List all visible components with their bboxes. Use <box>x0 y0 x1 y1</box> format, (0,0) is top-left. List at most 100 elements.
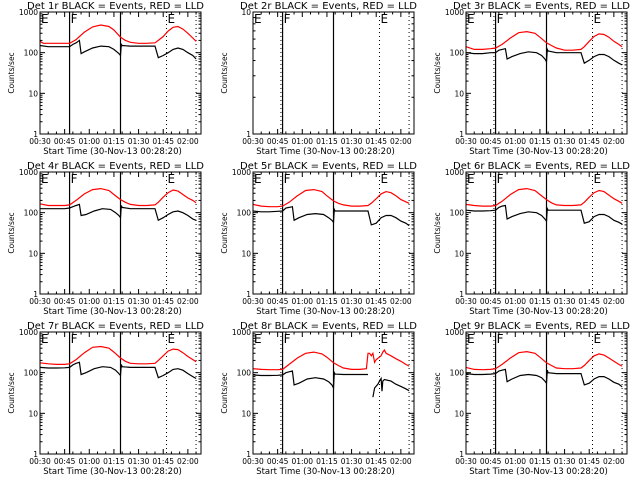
y-tick-label: 1 <box>33 450 38 459</box>
mode-marker-label: E <box>168 172 176 186</box>
plot-frame <box>252 171 415 295</box>
x-tick-label: 01:00 <box>78 297 100 306</box>
y-axis-label: Counts/sec <box>7 372 16 413</box>
y-tick-label: 100 <box>450 49 465 58</box>
series-events-line <box>372 376 410 398</box>
x-tick-label: 01:30 <box>128 137 150 146</box>
x-axis-label: Start Time (30-Nov-13 00:28:20) <box>256 147 395 157</box>
y-tick-label: 1 <box>246 130 251 139</box>
series-events-line <box>465 47 623 66</box>
x-tick-label: 01:00 <box>504 457 526 466</box>
y-tick-label: 1000 <box>232 168 251 177</box>
series-lld-line <box>252 348 410 371</box>
x-tick-label: 01:30 <box>128 297 150 306</box>
mode-marker-label: F <box>71 172 78 186</box>
mode-marker-label: E <box>41 332 49 346</box>
mode-marker-label: E <box>168 332 176 346</box>
x-tick-label: 01:00 <box>291 457 313 466</box>
x-tick-label: 00:45 <box>267 137 289 146</box>
mode-marker-label: F <box>71 12 78 26</box>
x-tick-label: 01:45 <box>578 137 600 146</box>
panel-title: Det 1r BLACK = Events, RED = LLD <box>27 1 204 12</box>
x-tick-label: 00:45 <box>54 297 76 306</box>
x-tick-label: 00:30 <box>242 137 264 146</box>
x-tick-label: 01:15 <box>529 297 551 306</box>
mode-marker-label: E <box>467 332 475 346</box>
x-tick-label: 00:30 <box>29 137 51 146</box>
mode-marker-label: E <box>41 12 49 26</box>
y-tick-label: 1000 <box>445 328 464 337</box>
y-axis-label: Counts/sec <box>433 212 442 253</box>
y-tick-label: 10 <box>454 89 464 98</box>
x-tick-label: 01:30 <box>554 137 576 146</box>
x-tick-label: 00:45 <box>480 297 502 306</box>
x-axis-label: Start Time (30-Nov-13 00:28:20) <box>43 467 182 477</box>
mode-marker-label: E <box>254 172 262 186</box>
mode-marker-label: E <box>168 12 176 26</box>
x-tick-label: 02:00 <box>177 297 199 306</box>
x-tick-label: 01:00 <box>78 137 100 146</box>
y-tick-label: 10 <box>28 89 38 98</box>
series-lld-line <box>465 30 623 51</box>
y-tick-label: 10 <box>241 409 251 418</box>
y-axis-label: Counts/sec <box>220 212 229 253</box>
mode-marker-label: F <box>497 12 504 26</box>
y-tick-label: 100 <box>450 369 465 378</box>
series-events-line <box>465 368 623 388</box>
x-axis-label: Start Time (30-Nov-13 00:28:20) <box>469 467 608 477</box>
panel-title: Det 9r BLACK = Events, RED = LLD <box>453 321 630 332</box>
y-tick-label: 1000 <box>19 8 38 17</box>
y-tick-label: 1000 <box>445 8 464 17</box>
x-axis-label: Start Time (30-Nov-13 00:28:20) <box>469 307 608 317</box>
panel-title: Det 3r BLACK = Events, RED = LLD <box>453 1 630 12</box>
y-axis-label: Counts/sec <box>220 372 229 413</box>
x-axis-label: Start Time (30-Nov-13 00:28:20) <box>43 147 182 157</box>
mode-marker-label: E <box>254 12 262 26</box>
x-tick-label: 01:30 <box>341 137 363 146</box>
x-tick-label: 01:00 <box>78 457 100 466</box>
y-tick-label: 10 <box>454 249 464 258</box>
x-tick-label: 02:00 <box>177 137 199 146</box>
series-lld-line <box>39 345 197 365</box>
mode-marker-label: F <box>71 332 78 346</box>
x-tick-label: 01:30 <box>554 457 576 466</box>
series-lld-line <box>465 350 623 371</box>
x-tick-label: 01:15 <box>103 297 125 306</box>
x-tick-label: 01:15 <box>316 137 338 146</box>
x-tick-label: 00:30 <box>29 297 51 306</box>
x-tick-label: 00:45 <box>54 457 76 466</box>
mode-marker-label: E <box>381 172 389 186</box>
x-tick-label: 02:00 <box>603 137 625 146</box>
y-tick-label: 100 <box>24 209 39 218</box>
y-tick-label: 10 <box>454 409 464 418</box>
y-tick-label: 1 <box>246 450 251 459</box>
x-tick-label: 01:00 <box>504 137 526 146</box>
x-tick-label: 02:00 <box>390 297 412 306</box>
y-tick-label: 1000 <box>19 168 38 177</box>
y-axis-label: Counts/sec <box>433 372 442 413</box>
y-tick-label: 10 <box>28 249 38 258</box>
mode-marker-label: E <box>594 172 602 186</box>
x-tick-label: 01:45 <box>152 457 174 466</box>
x-axis-label: Start Time (30-Nov-13 00:28:20) <box>43 307 182 317</box>
x-tick-label: 01:00 <box>291 137 313 146</box>
x-tick-label: 01:45 <box>152 137 174 146</box>
x-tick-label: 01:30 <box>341 457 363 466</box>
x-axis-label: Start Time (30-Nov-13 00:28:20) <box>256 307 395 317</box>
x-axis-label: Start Time (30-Nov-13 00:28:20) <box>469 147 608 157</box>
mode-marker-label: F <box>284 332 291 346</box>
x-tick-label: 00:45 <box>267 297 289 306</box>
x-tick-label: 01:30 <box>128 457 150 466</box>
mode-marker-label: E <box>41 172 49 186</box>
x-tick-label: 01:45 <box>365 457 387 466</box>
y-tick-label: 1 <box>459 130 464 139</box>
x-tick-label: 01:30 <box>341 297 363 306</box>
y-axis-label: Counts/sec <box>7 212 16 253</box>
x-tick-label: 00:30 <box>455 137 477 146</box>
y-tick-label: 1 <box>33 130 38 139</box>
